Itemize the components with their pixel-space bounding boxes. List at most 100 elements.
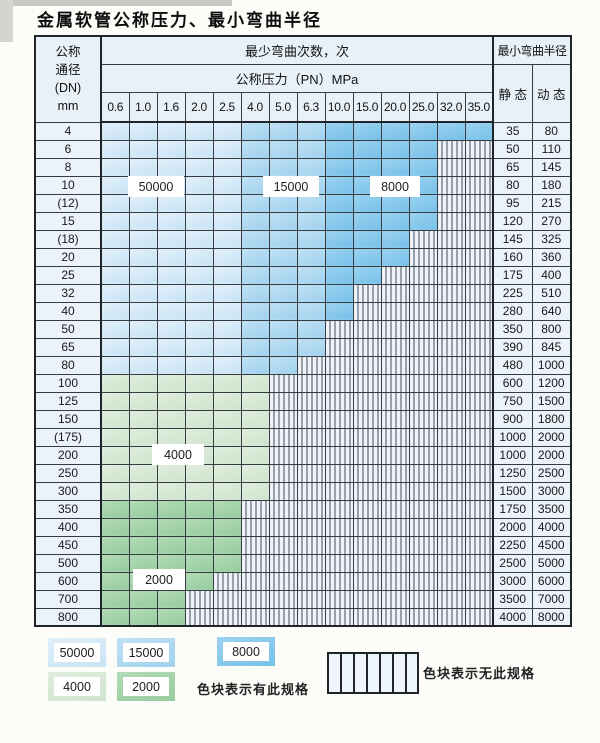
spec-cell	[408, 139, 438, 159]
no-spec-cell	[324, 319, 354, 339]
no-spec-cell	[464, 211, 494, 231]
no-spec-cell	[324, 553, 354, 573]
spec-cell	[184, 337, 214, 357]
spec-cell	[352, 121, 382, 141]
table-row: 15 120 270	[34, 211, 572, 231]
no-spec-cell	[296, 427, 326, 447]
no-spec-cell	[352, 463, 382, 483]
table-row: 700 3500 7000	[34, 589, 572, 609]
spec-cell	[240, 373, 270, 393]
no-spec-cell	[464, 139, 494, 159]
spec-cell	[212, 481, 242, 501]
table-row: 20 160 360	[34, 247, 572, 267]
spec-cell	[352, 247, 382, 267]
spec-cell	[128, 535, 158, 555]
static-cell: 175	[492, 265, 533, 285]
spec-cell	[184, 247, 214, 267]
no-spec-cell	[352, 607, 382, 627]
no-spec-cell	[212, 589, 242, 609]
spec-cell	[100, 607, 130, 627]
spec-cell	[240, 319, 270, 339]
dn-header-line: (DN)	[54, 81, 82, 96]
no-spec-cell	[324, 463, 354, 483]
no-spec-cell	[296, 355, 326, 375]
spec-cell	[156, 607, 186, 627]
spec-cell	[212, 373, 242, 393]
spec-cell	[100, 499, 130, 519]
no-spec-cell	[408, 535, 438, 555]
spec-cell	[212, 229, 242, 249]
table-row: 200 1000 2000	[34, 445, 572, 465]
spec-cell	[100, 139, 130, 159]
no-spec-cell	[296, 517, 326, 537]
no-spec-cell	[352, 355, 382, 375]
static-cell: 4000	[492, 607, 533, 627]
no-spec-cell	[464, 355, 494, 375]
no-spec-cell	[296, 445, 326, 465]
spec-cell	[212, 499, 242, 519]
static-cell: 3500	[492, 589, 533, 609]
table-row: 800 4000 8000	[34, 607, 572, 627]
no-spec-cell	[268, 589, 298, 609]
no-spec-cell	[436, 553, 466, 573]
spec-cell	[324, 139, 354, 159]
spec-cell	[100, 283, 130, 303]
legend-no-spec-note: 色块表示无此规格	[423, 666, 536, 681]
spec-table: 公称 通径 (DN) mm 最少弯曲次数，次 最小弯曲半径 公称压力（PN）MP…	[34, 35, 572, 627]
spec-cell	[184, 139, 214, 159]
spec-cell	[100, 229, 130, 249]
no-spec-cell	[240, 589, 270, 609]
spec-cell	[156, 409, 186, 429]
no-spec-cell	[352, 391, 382, 411]
no-spec-cell	[464, 589, 494, 609]
no-spec-cell	[380, 319, 410, 339]
dynamic-cell: 145	[531, 157, 572, 177]
spec-cell	[156, 517, 186, 537]
spec-cell	[212, 553, 242, 573]
spec-cell	[240, 211, 270, 231]
dynamic-cell: 215	[531, 193, 572, 213]
no-spec-cell	[324, 499, 354, 519]
table-body: 4 35 80 6 50 110 8 65 145 10 80 180 (12) 95 215 15 120 27…	[34, 121, 572, 627]
spec-cell	[100, 175, 130, 195]
spec-cell	[380, 247, 410, 267]
spec-cell	[268, 157, 298, 177]
no-spec-cell	[212, 571, 242, 591]
no-spec-cell	[464, 283, 494, 303]
no-spec-cell	[436, 535, 466, 555]
no-spec-cell	[408, 553, 438, 573]
spec-cell	[100, 247, 130, 267]
no-spec-cell	[408, 319, 438, 339]
pressure-col-header: 35.0	[464, 92, 494, 123]
no-spec-cell	[380, 535, 410, 555]
no-spec-cell	[464, 481, 494, 501]
no-spec-cell	[464, 607, 494, 627]
no-spec-cell	[380, 409, 410, 429]
no-spec-cell	[324, 517, 354, 537]
page-title: 金属软管公称压力、最小弯曲半径	[37, 11, 322, 31]
no-spec-cell	[324, 373, 354, 393]
spec-cell	[296, 247, 326, 267]
legend-chip-label: 8000	[223, 642, 269, 661]
spec-cell	[212, 193, 242, 213]
no-spec-cell	[436, 463, 466, 483]
dn-cell: (12)	[34, 193, 102, 213]
dn-cell: 80	[34, 355, 102, 375]
no-spec-cell	[408, 517, 438, 537]
spec-cell	[380, 211, 410, 231]
spec-cell	[212, 157, 242, 177]
spec-cell	[324, 193, 354, 213]
spec-cell	[156, 463, 186, 483]
spec-cell	[156, 211, 186, 231]
spec-cell	[100, 301, 130, 321]
spec-cell	[212, 517, 242, 537]
spec-cell	[184, 229, 214, 249]
spec-cell	[128, 211, 158, 231]
no-spec-cell	[352, 553, 382, 573]
spec-cell	[464, 121, 494, 141]
dn-cell: 500	[34, 553, 102, 573]
spec-cell	[212, 463, 242, 483]
no-spec-cell	[436, 193, 466, 213]
spec-cell	[184, 301, 214, 321]
dn-cell: (175)	[34, 427, 102, 447]
